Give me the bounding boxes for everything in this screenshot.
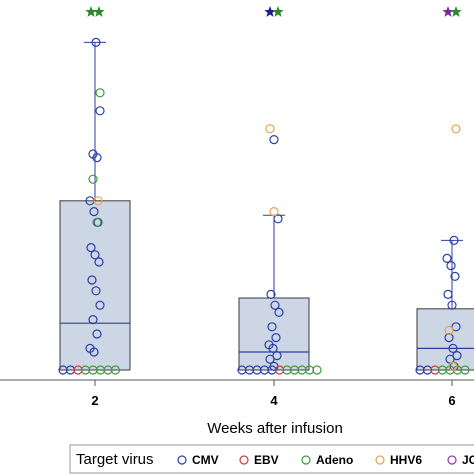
data-point-cmv — [95, 106, 105, 116]
data-point-adeno — [92, 217, 102, 227]
significance-star-2 — [93, 6, 105, 17]
legend-marker — [239, 455, 249, 465]
data-point-cmv — [269, 135, 279, 145]
x-tick-label: 4 — [270, 393, 278, 408]
data-point-cmv — [449, 235, 459, 245]
data-point-cmv — [86, 243, 96, 253]
box-2 — [59, 41, 131, 371]
legend-label: EBV — [254, 453, 279, 467]
box-6 — [416, 239, 474, 371]
legend-marker — [177, 455, 187, 465]
legend: Target virus CMV EBV Adeno HHV6 JCV — [69, 444, 474, 474]
significance-star-2 — [85, 6, 97, 17]
data-point-adeno — [110, 365, 121, 375]
legend-label: CMV — [192, 453, 219, 467]
data-point-cmv — [91, 37, 101, 48]
legend-frame — [69, 444, 474, 474]
data-point-cmv — [265, 354, 275, 364]
legend-label: Adeno — [316, 453, 353, 467]
legend-item-adeno: Adeno — [301, 453, 353, 467]
data-point-cmv — [92, 153, 102, 163]
data-point-cmv — [88, 315, 98, 325]
legend-title: Target virus — [76, 451, 154, 468]
points-layer — [58, 37, 470, 375]
significance-star-4 — [264, 6, 276, 17]
legend-item-hhv6: HHV6 — [375, 453, 422, 467]
x-axis-title: Weeks after infusion — [207, 420, 343, 437]
data-point-hhv6 — [93, 196, 103, 206]
legend-item-cmv: CMV — [177, 453, 219, 467]
data-point-adeno — [95, 88, 105, 98]
data-point-hhv6 — [265, 124, 275, 134]
legend-label: HHV6 — [390, 453, 422, 467]
data-point-cmv — [450, 271, 460, 281]
data-point-hhv6 — [448, 361, 458, 371]
data-point-cmv — [451, 322, 461, 332]
data-point-cmv — [452, 351, 462, 361]
data-point-cmv — [443, 289, 453, 299]
data-point-cmv — [92, 329, 102, 339]
data-point-hhv6 — [269, 207, 279, 217]
data-point-cmv — [95, 300, 105, 310]
data-point-cmv — [447, 300, 457, 310]
data-point-cmv — [444, 333, 454, 343]
data-point-hhv6 — [451, 124, 461, 134]
x-tick-label: 2 — [91, 393, 98, 408]
x-axis-ticks: 2 4 6 — [91, 380, 456, 408]
data-point-cmv — [448, 343, 458, 353]
data-point-cmv — [274, 307, 284, 317]
data-point-cmv — [267, 322, 277, 332]
data-point-cmv — [270, 300, 280, 310]
legend-item-ebv: EBV — [239, 453, 279, 467]
data-point-adeno — [312, 365, 322, 375]
box-layer — [59, 41, 474, 371]
data-point-cmv — [272, 351, 282, 361]
data-point-adeno — [88, 174, 98, 184]
iqr-box-2 — [59, 200, 131, 371]
data-point-adeno — [460, 365, 470, 375]
data-point-cmv — [446, 261, 456, 271]
legend-item-jcv: JCV — [447, 453, 474, 467]
significance-star-4 — [272, 6, 284, 17]
data-point-cmv — [87, 275, 97, 285]
legend-marker — [447, 455, 457, 465]
data-point-cmv — [266, 289, 276, 299]
data-point-cmv — [268, 343, 278, 353]
data-point-cmv — [89, 347, 99, 357]
legend-marker — [301, 455, 311, 465]
data-point-cmv — [442, 253, 452, 263]
data-point-cmv — [90, 250, 100, 260]
significance-star-6 — [442, 6, 454, 17]
data-point-cmv — [89, 207, 99, 217]
data-point-hhv6 — [444, 325, 454, 335]
x-tick-label: 6 — [448, 393, 455, 408]
legend-label: JCV — [462, 453, 474, 467]
data-point-cmv — [273, 214, 283, 224]
significance-stars — [85, 6, 462, 17]
legend-marker — [375, 455, 385, 465]
data-point-cmv — [91, 286, 101, 296]
data-point-cmv — [271, 333, 281, 343]
data-point-cmv — [94, 257, 104, 267]
significance-star-6 — [450, 6, 462, 17]
